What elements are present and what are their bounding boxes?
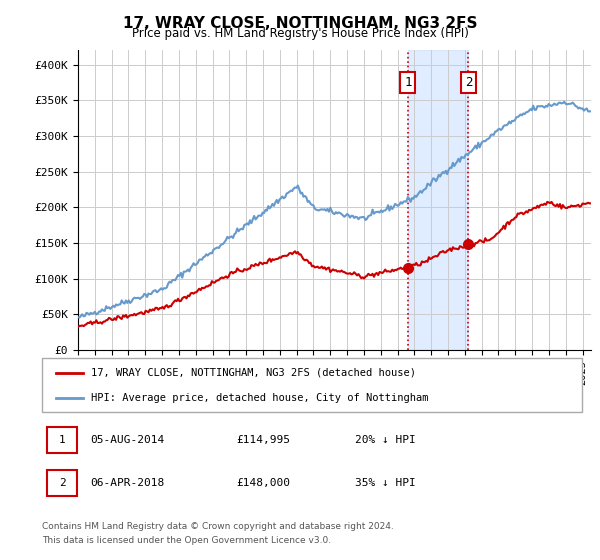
Text: 1: 1 — [59, 435, 66, 445]
Text: £148,000: £148,000 — [236, 478, 290, 488]
Bar — [408, 50, 469, 350]
Text: 35% ↓ HPI: 35% ↓ HPI — [355, 478, 416, 488]
Text: HPI: Average price, detached house, City of Nottingham: HPI: Average price, detached house, City… — [91, 393, 428, 403]
Text: Contains HM Land Registry data © Crown copyright and database right 2024.: Contains HM Land Registry data © Crown c… — [42, 522, 394, 531]
Text: 17, WRAY CLOSE, NOTTINGHAM, NG3 2FS: 17, WRAY CLOSE, NOTTINGHAM, NG3 2FS — [123, 16, 477, 31]
Text: 06-APR-2018: 06-APR-2018 — [91, 478, 165, 488]
Bar — [47, 470, 77, 496]
Text: 05-AUG-2014: 05-AUG-2014 — [91, 435, 165, 445]
Text: 2: 2 — [464, 76, 472, 89]
Text: 1: 1 — [404, 76, 412, 89]
Text: 2: 2 — [59, 478, 66, 488]
Text: This data is licensed under the Open Government Licence v3.0.: This data is licensed under the Open Gov… — [42, 536, 331, 545]
Text: 17, WRAY CLOSE, NOTTINGHAM, NG3 2FS (detached house): 17, WRAY CLOSE, NOTTINGHAM, NG3 2FS (det… — [91, 368, 416, 378]
Text: £114,995: £114,995 — [236, 435, 290, 445]
Text: 20% ↓ HPI: 20% ↓ HPI — [355, 435, 416, 445]
Text: Price paid vs. HM Land Registry's House Price Index (HPI): Price paid vs. HM Land Registry's House … — [131, 27, 469, 40]
Bar — [47, 427, 77, 453]
